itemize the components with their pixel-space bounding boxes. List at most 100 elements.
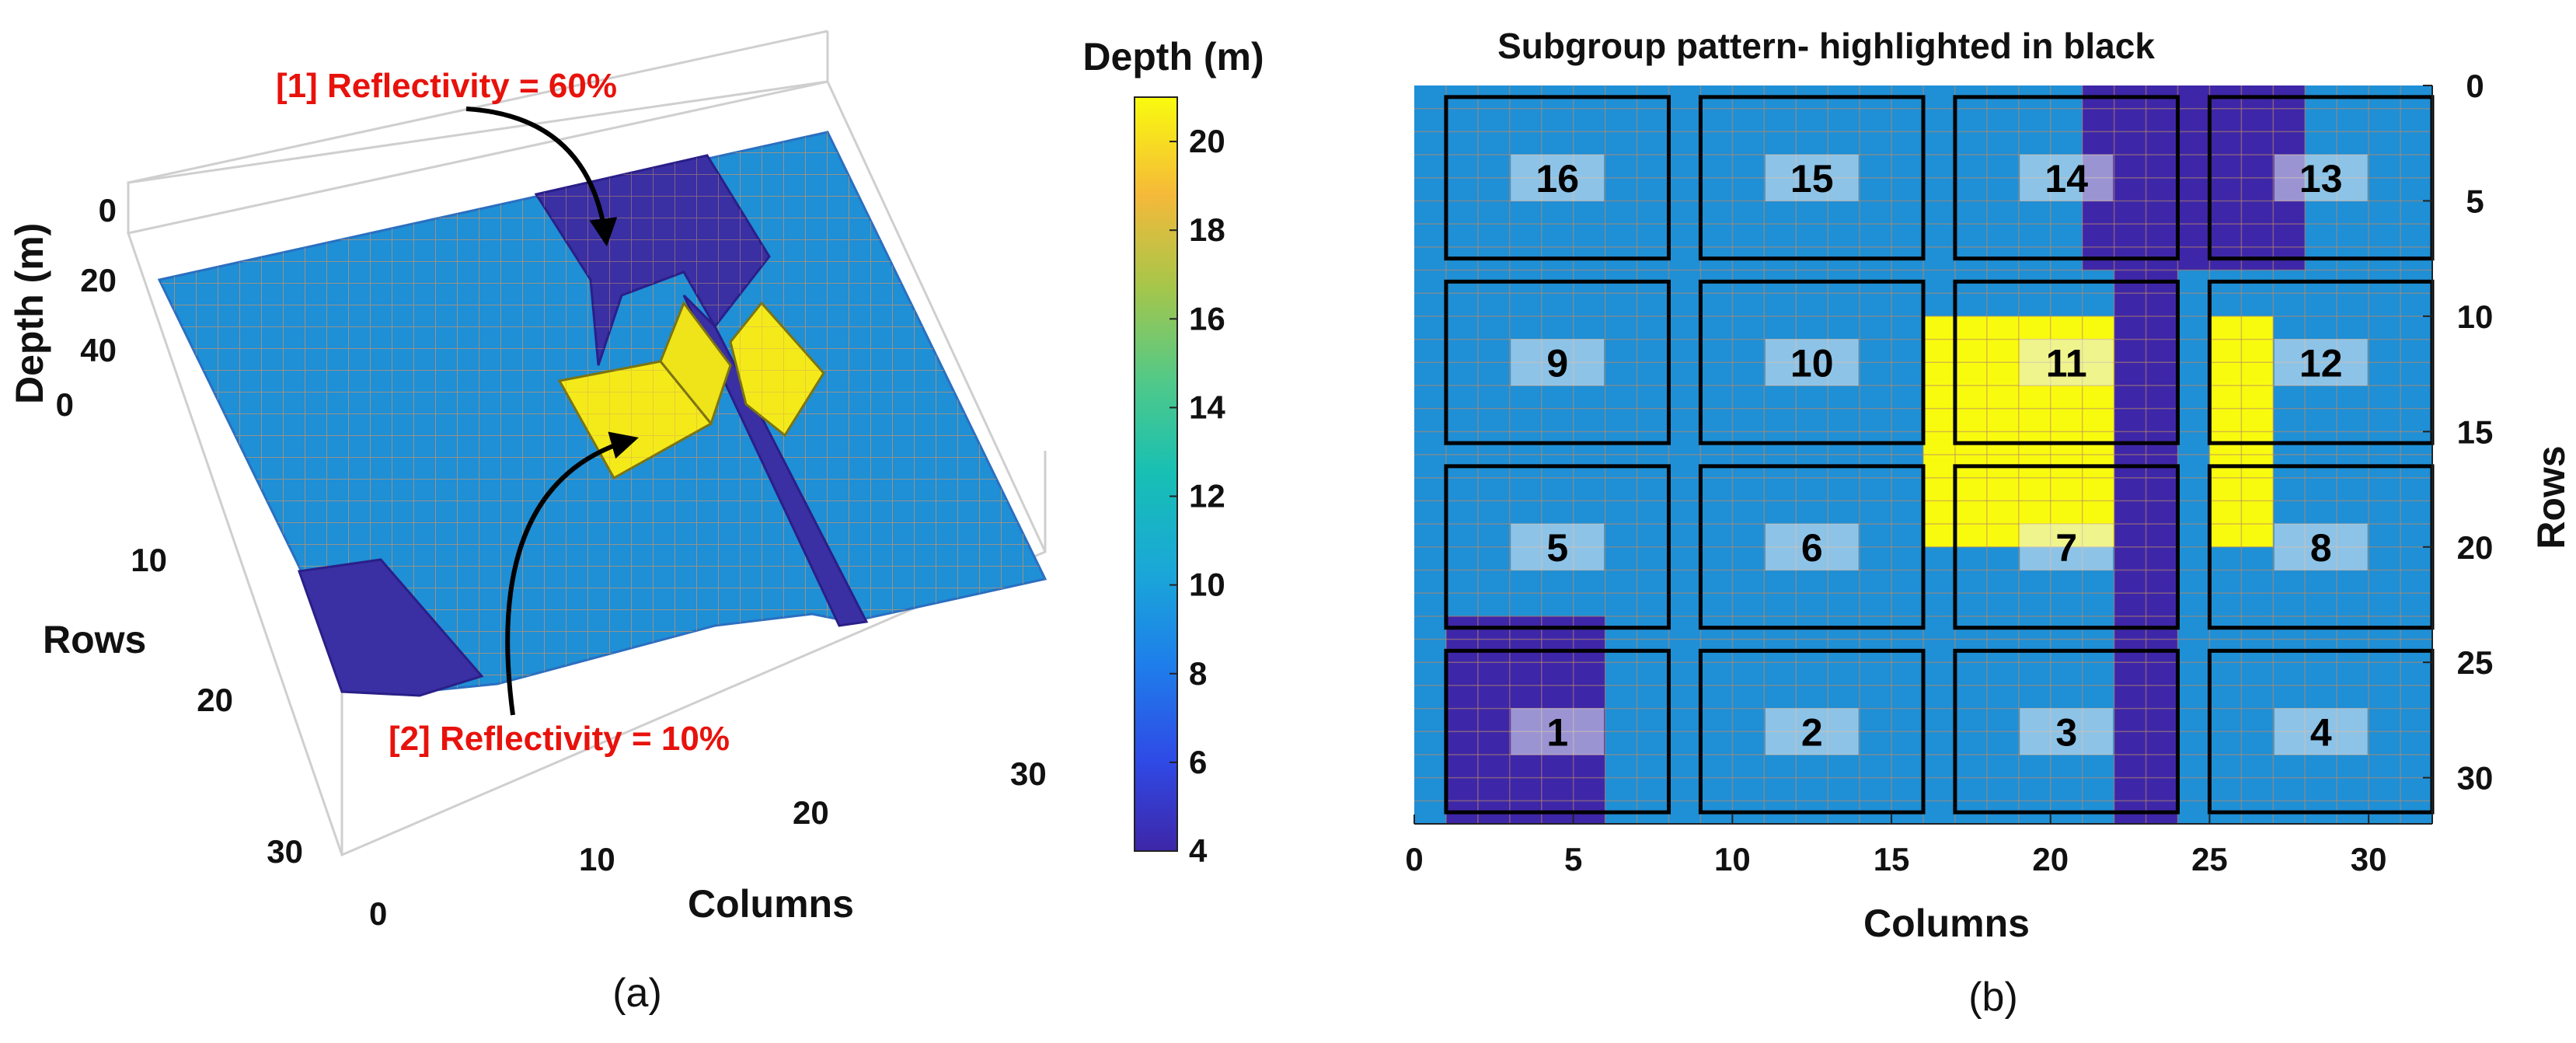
heatmap-panel: Subgroup pattern- highlighted in black 1…: [1405, 26, 2573, 1020]
subgroup-label: 6: [1801, 526, 1823, 570]
columns-tick-2: 20: [793, 794, 829, 831]
subgroup-label-bg: [2020, 523, 2114, 570]
subgroup-label: 3: [2055, 710, 2077, 754]
subgroup-label: 13: [2299, 157, 2343, 201]
rows-tick-3: 30: [267, 833, 303, 870]
subgroup-label: 11: [2046, 341, 2087, 385]
subgroup-box: [1698, 279, 1926, 445]
subgroup-label-bg: [2274, 154, 2368, 201]
x-tick-label: 5: [1564, 841, 1582, 877]
x-tick-label: 30: [2351, 841, 2387, 877]
subgroup-box: [1953, 279, 2180, 445]
annotation-reflectivity-10: [2] Reflectivity = 10%: [389, 720, 730, 758]
subgroup-label: 16: [1535, 157, 1579, 201]
rows-axis-ticks: 0 10 20 30: [56, 386, 303, 870]
colorbar-tick-label: 10: [1189, 567, 1225, 603]
subgroup-label: 10: [1790, 341, 1834, 385]
subgroup-label-bg: [2020, 339, 2114, 386]
rows-tick-2: 20: [197, 682, 233, 718]
y-tick-label: 5: [2466, 183, 2484, 219]
columns-tick-1: 10: [579, 841, 615, 877]
colorbar: Depth (m) 4 6 8 10 12 14 16 18 20: [1082, 35, 1264, 869]
subgroup-label-bg: [2274, 339, 2368, 386]
columns-axis-ticks: 0 10 20 30: [369, 755, 1047, 932]
x-tick-label: 20: [2032, 841, 2069, 877]
x-tick-label: 25: [2191, 841, 2228, 877]
subgroup-label: 7: [2055, 526, 2077, 570]
subgroup-label: 2: [1801, 710, 1823, 754]
panel-label-a: (a): [612, 971, 662, 1016]
subgroup-label-bg: [2020, 708, 2114, 755]
columns-tick-3: 30: [1010, 755, 1047, 792]
subgroup-box: [1953, 95, 2180, 261]
surface-box-frame: [127, 30, 1047, 857]
subgroup-box: [1444, 279, 1671, 445]
colorbar-tick-label: 18: [1189, 211, 1225, 248]
subgroup-label-bg: [1511, 708, 1605, 755]
z-tick-0: 0: [99, 192, 117, 228]
x-tick-label: 10: [1714, 841, 1751, 877]
rows-axis-label: Rows: [43, 618, 146, 661]
rows-tick-0: 0: [56, 386, 74, 423]
rows-tick-1: 10: [131, 542, 167, 578]
subgroup-box: [1444, 95, 1671, 261]
subgroup-label-bg: [1511, 523, 1605, 570]
subgroup-label-bg: [1765, 339, 1859, 386]
columns-tick-0: 0: [369, 895, 387, 932]
subgroup-label-bg: [1511, 154, 1605, 201]
z-tick-1: 20: [80, 262, 117, 298]
y-tick-label: 15: [2457, 413, 2494, 450]
y-tick-label: 25: [2457, 644, 2494, 681]
subgroup-box: [1444, 464, 1671, 630]
colorbar-tick-label: 8: [1189, 655, 1207, 692]
colorbar-tick-label: 4: [1189, 832, 1208, 869]
annotation-reflectivity-60: [1] Reflectivity = 60%: [276, 67, 617, 105]
heatmap-title: Subgroup pattern- highlighted in black: [1497, 26, 2155, 66]
subgroup-label: 4: [2310, 710, 2332, 754]
subgroup-label: 15: [1790, 157, 1834, 201]
surface-3d-panel: 0 20 40 Depth (m) 0 10 20 30 Rows 0 10 2…: [8, 30, 1047, 1016]
surface-deep-channel: [682, 294, 869, 627]
x-tick-label: 0: [1405, 841, 1423, 877]
z-axis-label: Depth (m): [8, 223, 51, 404]
y-tick-label: 30: [2457, 760, 2494, 797]
colorbar-title: Depth (m): [1082, 35, 1264, 78]
z-axis-ticks: 0 20 40: [80, 192, 117, 368]
subgroup-label: 5: [1546, 526, 1568, 570]
heatmap-x-axis-label: Columns: [1863, 902, 2030, 945]
subgroup-label: 8: [2310, 526, 2332, 570]
subgroup-label-bg: [1765, 154, 1859, 201]
colorbar-tick-label: 6: [1189, 744, 1207, 780]
subgroup-label: 14: [2044, 157, 2088, 201]
surface-deep-corner: [297, 558, 484, 697]
panel-label-b: (b): [1968, 975, 2018, 1020]
subgroup-label-bg: [1765, 523, 1859, 570]
subgroup-box: [1698, 464, 1926, 630]
subgroup-label: 1: [1546, 710, 1568, 754]
y-tick-label: 10: [2457, 298, 2494, 335]
colorbar-tick-label: 12: [1189, 478, 1225, 515]
annotation-arrow-1: [465, 106, 618, 247]
heatmap-y-axis-label: Rows: [2529, 445, 2573, 549]
subgroup-box: [1953, 464, 2180, 630]
columns-axis-label: Columns: [688, 882, 854, 926]
subgroup-label-bg: [1511, 339, 1605, 386]
subgroup-box: [1444, 648, 1671, 815]
subgroup-label: 12: [2299, 341, 2343, 385]
colorbar-tick-label: 20: [1189, 123, 1225, 159]
subgroup-box: [1698, 648, 1926, 815]
subgroup-label-bg: [1765, 708, 1859, 755]
subgroup-label-bg: [2274, 523, 2368, 570]
colorbar-gradient: [1134, 96, 1178, 852]
subgroup-label-bg: [2020, 154, 2114, 201]
subgroup-box: [1953, 648, 2180, 815]
surface-deep-canyon-grid: [536, 155, 769, 365]
subgroup-label-bg: [2274, 708, 2368, 755]
colorbar-tick-label: 14: [1189, 389, 1225, 425]
z-tick-2: 40: [80, 332, 117, 368]
colorbar-tick-label: 16: [1189, 300, 1225, 337]
subgroup-box: [1698, 95, 1926, 261]
x-tick-label: 15: [1874, 841, 1910, 877]
